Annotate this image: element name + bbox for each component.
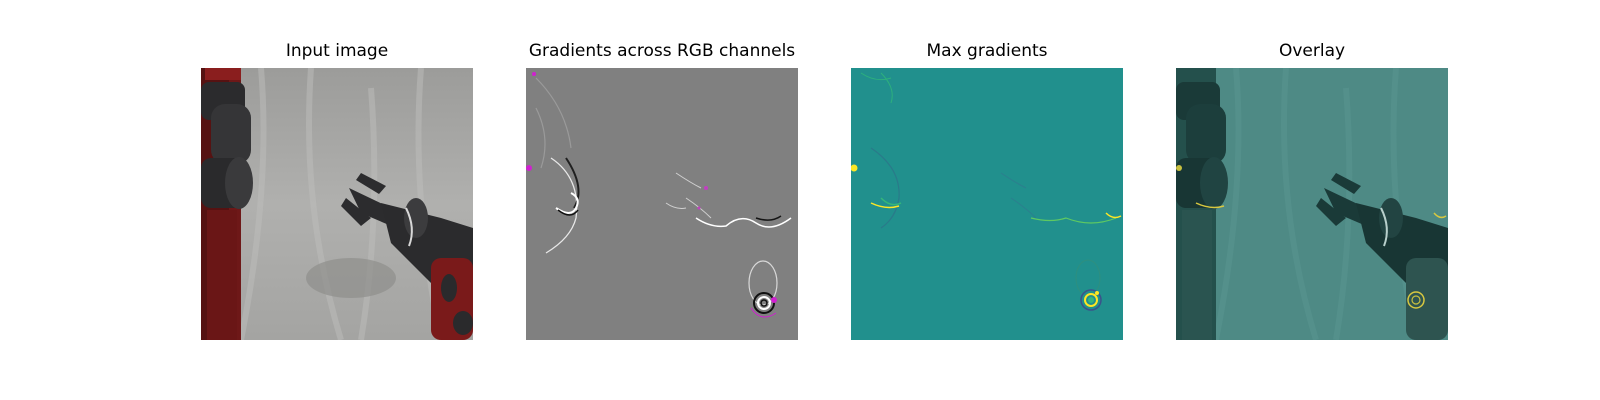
panel-title: Overlay [1278, 41, 1346, 61]
rgb-gradient-image [526, 68, 798, 340]
panel-title: Input image [285, 41, 389, 61]
gradient-hotspot [851, 164, 858, 172]
robot-arm-left [1176, 68, 1228, 340]
gradient-hotspot [697, 206, 701, 210]
gradient-hotspot [526, 165, 532, 171]
gradient-hotspot [532, 72, 536, 76]
robot-arm-left [201, 68, 253, 340]
max-gradient-heatmap [851, 68, 1123, 340]
gradient-swirl [1075, 259, 1102, 311]
robot-arm-right [1316, 173, 1448, 340]
input-image [201, 68, 473, 340]
robot-arm-right [341, 173, 473, 340]
gradient-swirl [748, 260, 778, 318]
panel-title: Gradients across RGB channels [528, 41, 796, 61]
gradient-hotspot [704, 186, 708, 190]
panel-title: Max gradients [926, 41, 1048, 61]
overlay-image [1176, 68, 1448, 340]
